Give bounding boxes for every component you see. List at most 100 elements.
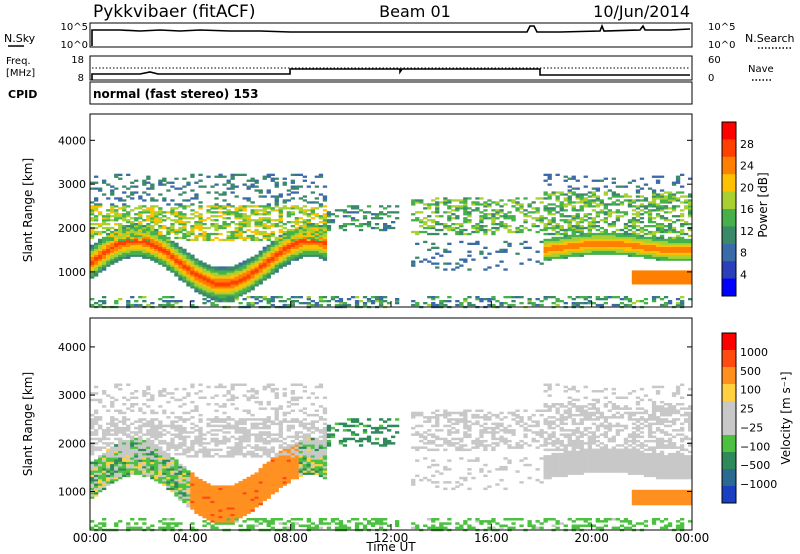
velocity-cell	[122, 422, 127, 426]
power-cell	[471, 209, 476, 212]
power-cell	[651, 240, 657, 244]
power-cell	[655, 215, 661, 218]
power-cell	[667, 254, 673, 257]
power-cell	[294, 254, 299, 257]
power-cell	[210, 292, 215, 295]
power-cell	[98, 266, 103, 269]
velocity-cell	[262, 418, 267, 421]
power-cell	[575, 238, 580, 242]
power-cell	[366, 298, 372, 301]
power-cell	[431, 225, 436, 228]
power-cell	[254, 223, 259, 226]
power-cell	[118, 238, 123, 242]
power-cell	[110, 244, 115, 247]
velocity-cell	[258, 494, 263, 497]
velocity-cell	[210, 491, 215, 495]
power-cell	[583, 296, 588, 299]
velocity-cell	[106, 465, 111, 469]
velocity-cell	[222, 385, 227, 389]
power-cell	[250, 302, 255, 305]
power-cell	[194, 181, 199, 184]
power-cell	[619, 232, 625, 236]
velocity-cell	[162, 483, 167, 486]
power-cell	[202, 298, 207, 301]
nsearch-tick-bottom: 10^0	[708, 40, 735, 51]
velocity-cell	[98, 448, 103, 452]
power-cell	[170, 181, 175, 184]
velocity-cell	[130, 463, 135, 467]
power-cell	[675, 303, 681, 307]
power-cell	[198, 232, 203, 236]
power-cell	[310, 181, 315, 184]
velocity-cell	[214, 439, 219, 443]
power-cell	[595, 203, 600, 206]
power-cell	[631, 248, 637, 251]
power-cell	[467, 302, 472, 305]
velocity-cell	[158, 457, 163, 460]
power-cell	[214, 268, 219, 271]
power-cell	[262, 276, 267, 279]
power-cell	[202, 286, 207, 289]
power-cell	[266, 302, 271, 305]
velocity-cell	[94, 433, 99, 436]
power-cell	[551, 217, 556, 220]
power-cell	[194, 236, 199, 240]
velocity-cell	[130, 450, 135, 454]
velocity-cell	[262, 491, 267, 495]
power-cell	[555, 254, 560, 257]
velocity-cell	[194, 500, 199, 504]
power-cell	[427, 225, 432, 228]
velocity-cell	[230, 496, 235, 499]
power-cell	[675, 252, 681, 255]
power-cell	[571, 252, 576, 255]
velocity-cell	[154, 437, 159, 441]
power-cell	[543, 217, 548, 220]
velocity-cell	[142, 472, 147, 475]
power-cell	[318, 236, 324, 240]
velocity-cell	[142, 470, 147, 473]
velocity-cell	[150, 411, 155, 415]
power-cell	[680, 252, 685, 255]
velocity-cell	[110, 470, 115, 473]
power-cell	[547, 173, 552, 176]
power-cell	[170, 300, 175, 303]
velocity-cell	[162, 457, 167, 460]
power-cell	[266, 272, 271, 275]
power-cell	[258, 270, 263, 273]
power-cell	[230, 183, 235, 186]
power-cell	[322, 195, 328, 198]
power-cell	[310, 228, 315, 232]
power-cell	[615, 209, 620, 212]
power-cell	[138, 234, 143, 238]
power-cell	[635, 242, 641, 245]
power-cell	[278, 254, 283, 257]
velocity-cell	[246, 498, 251, 501]
velocity-cell	[138, 446, 143, 449]
power-cell	[122, 240, 127, 244]
velocity-cell	[98, 439, 103, 443]
power-cell	[238, 236, 243, 240]
power-cell	[294, 250, 299, 253]
velocity-cell	[90, 426, 95, 430]
power-cell	[254, 298, 259, 301]
power-cell	[659, 244, 665, 247]
power-cell	[451, 205, 456, 208]
power-cell	[150, 256, 155, 259]
power-cell	[110, 203, 115, 206]
velocity-cell	[206, 483, 211, 486]
power-cell	[214, 225, 219, 228]
power-cell	[615, 193, 620, 196]
cpid-row: CPID normal (fast stereo) 153	[8, 81, 693, 105]
power-cell	[182, 280, 187, 283]
velocity-cell	[150, 446, 155, 449]
power-cell	[142, 252, 147, 255]
power-cell	[318, 240, 324, 244]
velocity-cell	[178, 429, 183, 432]
velocity-cell	[254, 487, 259, 491]
power-cell	[238, 268, 243, 271]
power-cell	[611, 201, 616, 204]
power-cell	[174, 246, 179, 249]
velocity-cell	[246, 485, 251, 488]
velocity-cell	[190, 472, 195, 475]
velocity-cell	[170, 444, 175, 447]
